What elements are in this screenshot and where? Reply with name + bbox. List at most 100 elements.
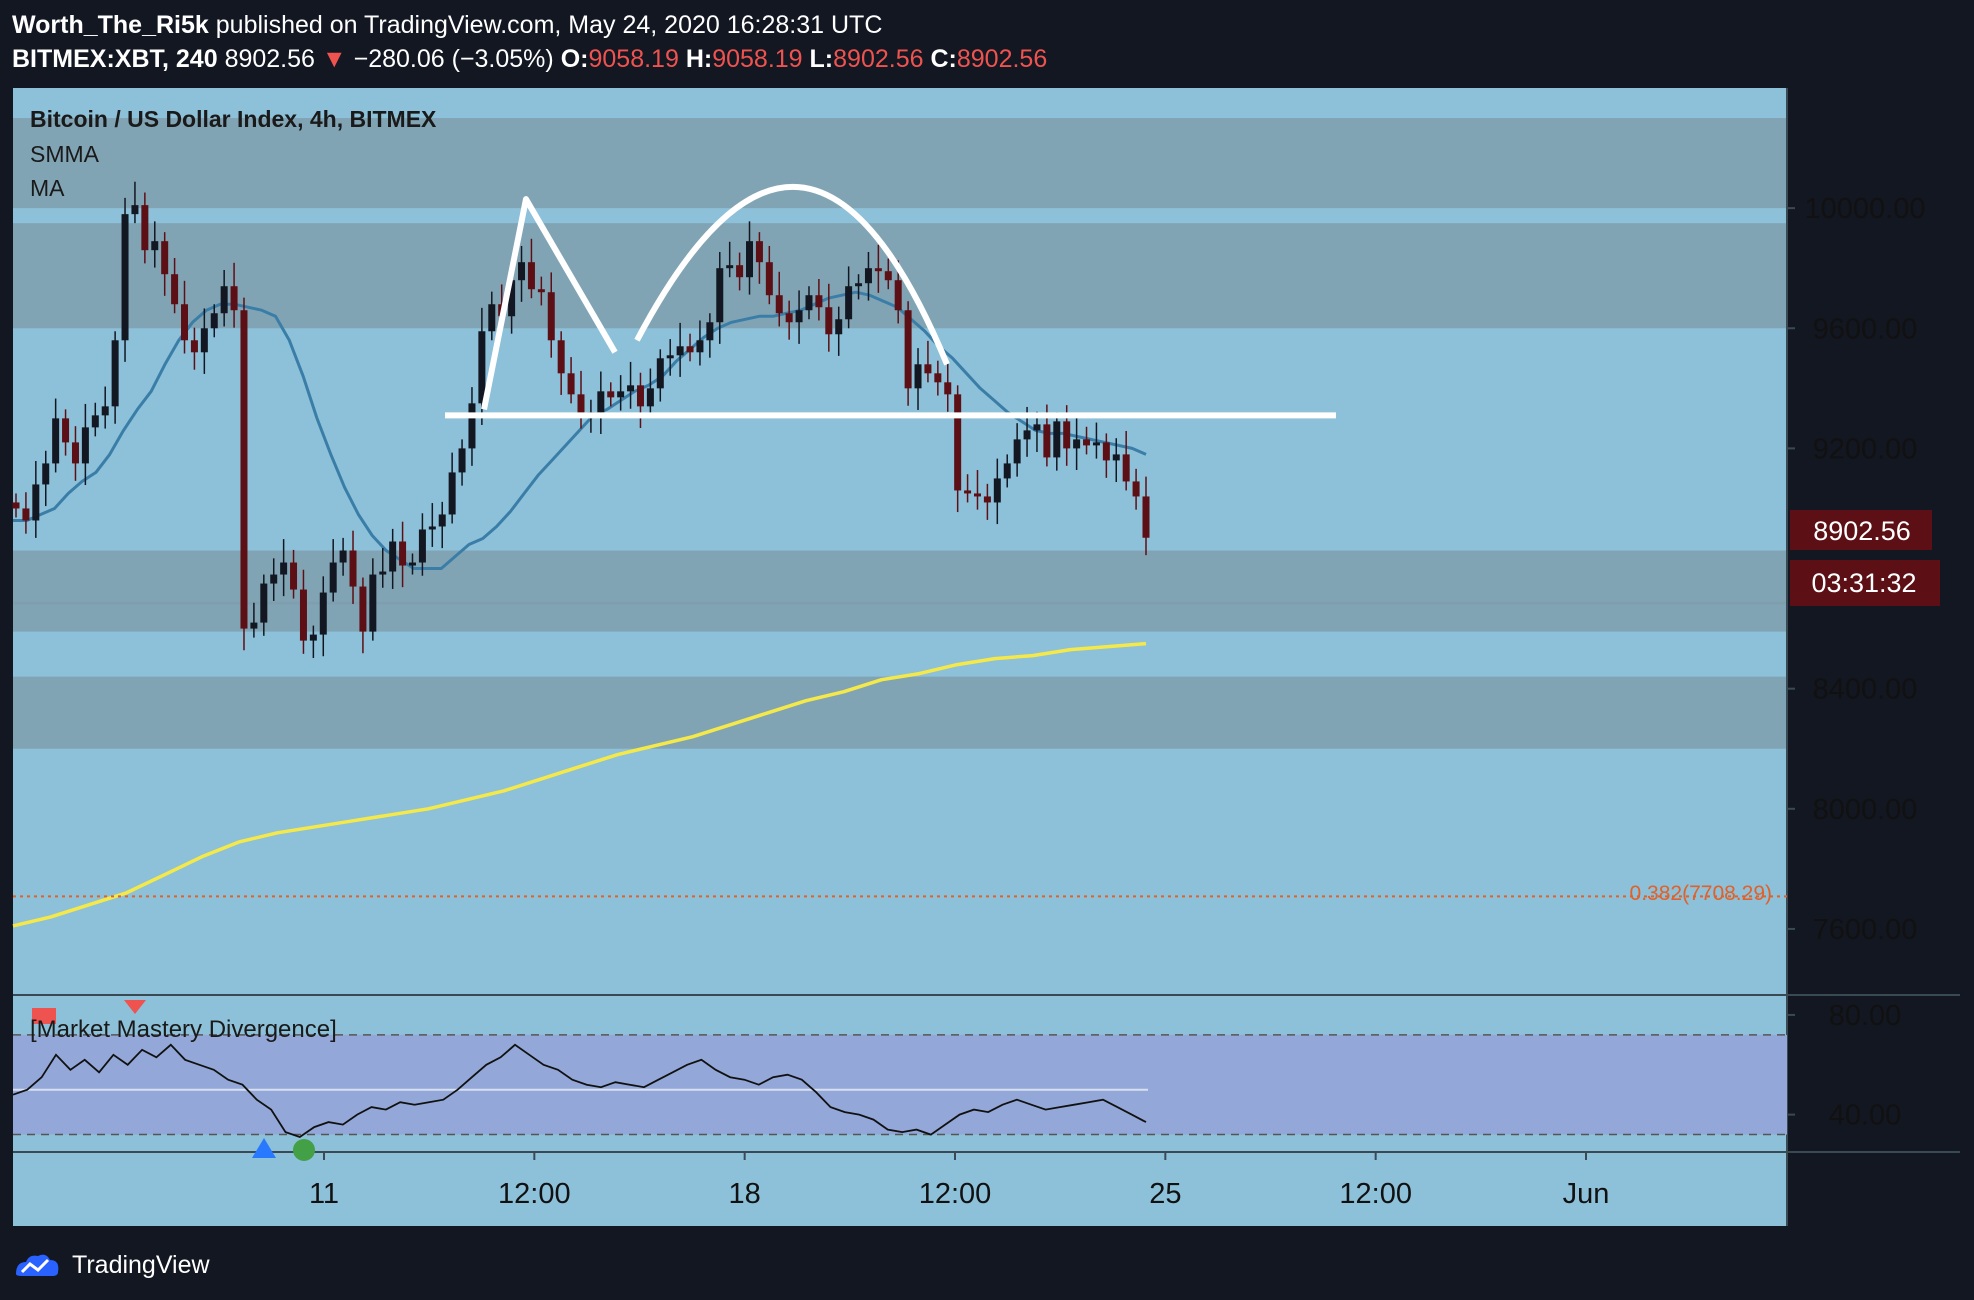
candle-body: [1063, 421, 1071, 449]
candle-body: [71, 442, 79, 464]
oscillator-line-group: [12, 1000, 1147, 1161]
legend-smma[interactable]: SMMA: [30, 141, 100, 167]
candle-body: [567, 373, 575, 395]
candle-body: [389, 541, 397, 572]
close-label: C:: [930, 45, 957, 73]
candle: [121, 197, 129, 362]
candle-body: [280, 562, 288, 575]
candle-body: [369, 574, 377, 632]
candle: [527, 238, 535, 299]
candle: [1053, 412, 1061, 471]
left-shoulder-peak: [481, 196, 618, 410]
candle: [973, 470, 981, 510]
candle-body: [696, 340, 704, 353]
symbol-label: BITMEX:XBT, 240: [12, 45, 218, 73]
oscillator-title[interactable]: [Market Mastery Divergence]: [30, 1016, 337, 1043]
candle-body: [418, 529, 426, 563]
candle-body: [428, 526, 436, 530]
author-name[interactable]: Worth_The_Ri5k: [12, 11, 209, 39]
candle-body: [1132, 481, 1140, 497]
candle: [329, 539, 337, 602]
tradingview-brand[interactable]: TradingView: [72, 1250, 210, 1279]
candle-body: [250, 622, 258, 629]
candle: [924, 340, 932, 383]
candle: [1073, 415, 1081, 471]
candle: [62, 409, 70, 456]
fib-label: 0.382(7708.29): [1630, 882, 1772, 905]
candle: [845, 266, 853, 329]
open-label: O:: [560, 45, 589, 73]
candle-body: [359, 586, 367, 632]
candle: [825, 283, 833, 352]
candle: [250, 602, 258, 638]
candle-body: [686, 346, 694, 353]
candle-body: [131, 205, 139, 215]
candle: [428, 503, 436, 547]
divergence-marker-red: [124, 1000, 146, 1014]
legend-title[interactable]: Bitcoin / US Dollar Index, 4h, BITMEX: [30, 106, 437, 132]
candlestick-series: [12, 181, 1150, 659]
candle-body: [646, 388, 654, 407]
candle: [775, 271, 783, 327]
candle: [81, 403, 89, 486]
zone-4: [13, 676, 1787, 749]
candle-body: [775, 295, 783, 314]
time-tick-label: 12:00: [919, 1178, 992, 1210]
candle: [270, 558, 278, 601]
candle-body: [617, 391, 625, 398]
candle-body: [101, 406, 109, 416]
candle-body: [200, 328, 208, 353]
candle: [220, 270, 228, 327]
candle-body: [181, 304, 189, 341]
candle: [934, 360, 942, 396]
price-tag: 8902.56 03:31:32: [1790, 510, 1940, 606]
candle-body: [438, 514, 446, 527]
time-axis[interactable]: 11 12:00 18 12:00 25 12:00 Jun: [309, 1152, 1609, 1210]
candle: [171, 257, 179, 314]
candle: [666, 339, 674, 376]
candle: [636, 372, 644, 428]
price-tick-label: 8000.00: [1813, 794, 1918, 826]
candle-body: [1013, 439, 1021, 464]
candle-body: [934, 373, 942, 383]
price-axis[interactable]: 10000.00 9600.00 9200.00 8400.00 8000.00 7600…: [1787, 193, 1925, 946]
candle-body: [339, 550, 347, 563]
candle-body: [547, 292, 555, 341]
candle: [1003, 454, 1011, 488]
candle-body: [508, 280, 516, 317]
candle: [1013, 423, 1021, 477]
osc-tick-label: 40.00: [1829, 1100, 1902, 1132]
osc-tick-label: 80.00: [1829, 1000, 1902, 1032]
candle-body: [12, 502, 20, 509]
candle-body: [1112, 454, 1120, 461]
candle: [716, 251, 724, 344]
candle: [736, 252, 744, 291]
candle: [161, 232, 169, 296]
candle: [42, 450, 50, 507]
candle-body: [319, 592, 327, 635]
candle-body: [577, 394, 585, 416]
candle: [1112, 438, 1120, 483]
candle-body: [299, 589, 307, 641]
candle: [964, 474, 972, 503]
candle: [706, 313, 714, 358]
legend-ma[interactable]: MA: [30, 175, 65, 201]
candle: [607, 382, 615, 407]
head-and-shoulders-drawing[interactable]: [445, 183, 1336, 419]
oscillator-band-fill: [13, 1034, 1787, 1135]
candle: [597, 371, 605, 434]
candle: [1092, 422, 1100, 459]
oscillator-axis[interactable]: 80.00 40.00: [1787, 1000, 1901, 1132]
candle: [52, 398, 60, 473]
countdown-value: 03:31:32: [1811, 568, 1916, 598]
candle: [1033, 411, 1041, 453]
tradingview-logo-icon[interactable]: [12, 1250, 62, 1280]
candle: [131, 181, 139, 224]
candle: [468, 387, 476, 466]
candle-body: [111, 340, 119, 407]
candle: [290, 549, 298, 599]
candle-body: [141, 205, 149, 251]
divergence-marker-blue: [252, 1138, 276, 1158]
candle-body: [855, 283, 863, 287]
